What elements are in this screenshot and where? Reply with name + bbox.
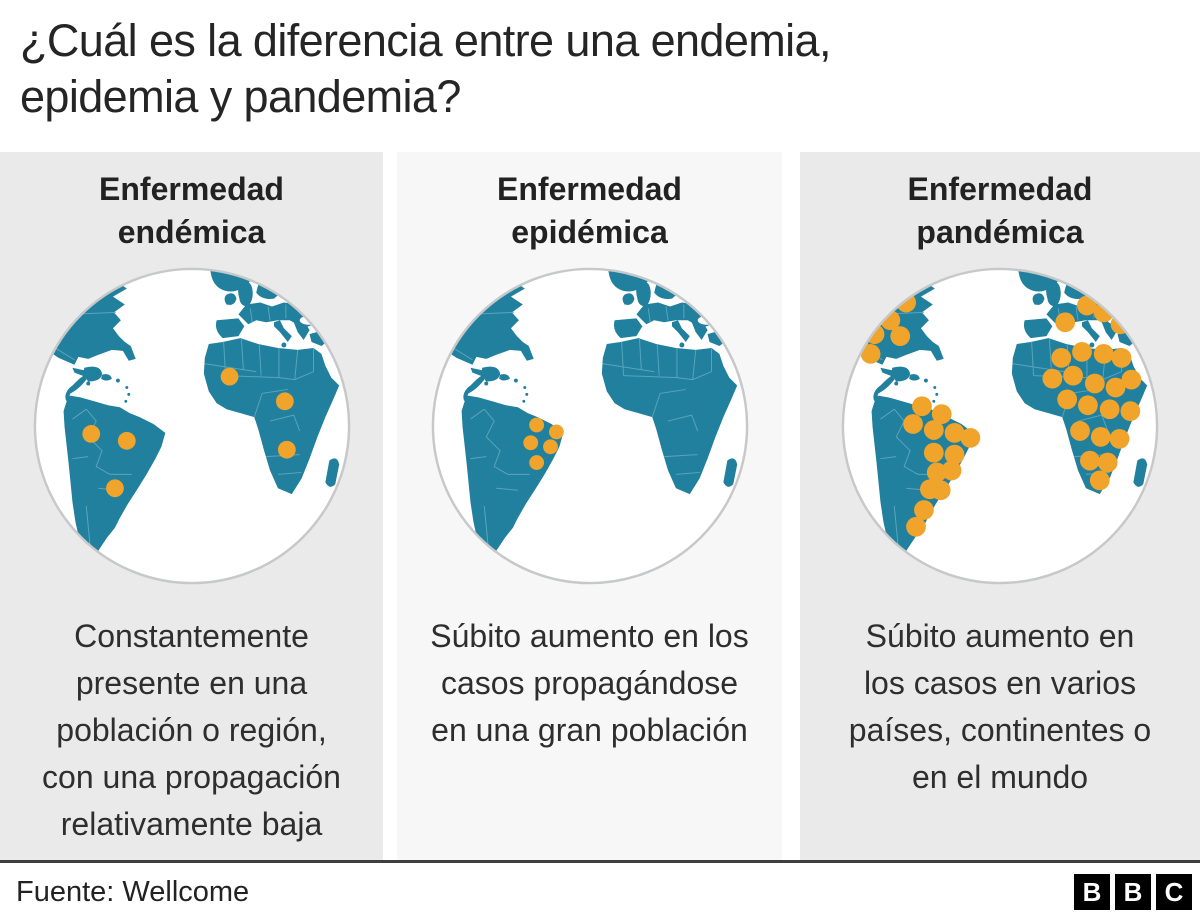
description-line: países, continentes o (848, 712, 1152, 748)
case-dot (890, 326, 911, 346)
case-dot (528, 417, 544, 433)
case-dot (1057, 389, 1078, 410)
heading-line: Enfermedad (99, 171, 284, 207)
case-dots-group (81, 367, 296, 498)
case-dot (1063, 365, 1083, 386)
case-dot (117, 431, 136, 450)
case-dot (105, 479, 124, 498)
case-dot (1105, 377, 1126, 398)
case-dot (1111, 347, 1132, 368)
case-dot (548, 424, 564, 440)
case-dot (1099, 399, 1120, 420)
case-dot (960, 427, 981, 448)
case-dot (1093, 302, 1114, 323)
description-line: Constantemente (74, 618, 309, 654)
case-dot (1078, 395, 1098, 416)
description-line: relativamente baja (60, 806, 323, 842)
heading-line: endémica (117, 214, 266, 250)
panel-endemic-heading: Enfermedad endémica (0, 168, 383, 254)
case-dot (1089, 470, 1110, 491)
case-dot (854, 306, 875, 327)
case-dot (923, 420, 944, 440)
case-dot (906, 270, 926, 291)
case-dot (1055, 312, 1076, 333)
heading-line: Enfermedad (907, 171, 1093, 207)
description-line: Súbito aumento en los (430, 618, 749, 654)
case-dot (914, 500, 934, 520)
case-dot (884, 276, 905, 297)
case-dot (903, 414, 923, 434)
globe-endemic (29, 263, 355, 589)
divider-line (0, 860, 1200, 863)
page-title: ¿Cuál es la diferencia entre una endemia… (0, 0, 1200, 125)
case-dot (1097, 452, 1118, 473)
globe-epidemic (427, 263, 753, 589)
description-line: en el mundo (911, 759, 1089, 795)
description-line: los casos en varios (863, 665, 1137, 701)
case-dot (528, 455, 544, 470)
panel-epidemic-description: Súbito aumento en los casos propagándose e… (397, 613, 782, 754)
heading-line: pandémica (916, 214, 1084, 250)
case-dot (923, 442, 944, 463)
description-line: población o región, (56, 712, 327, 748)
case-dot (1080, 450, 1100, 471)
case-dot (1090, 426, 1111, 447)
case-dot (944, 423, 965, 443)
case-dot (220, 367, 238, 386)
bbc-logo-block: B (1115, 874, 1151, 910)
panel-endemic: Enfermedad endémica Constantemente presen… (0, 152, 383, 860)
case-dot (872, 294, 893, 315)
case-dot (944, 444, 965, 465)
case-dot (1093, 344, 1114, 364)
case-dot (931, 404, 952, 425)
case-dot (926, 462, 947, 483)
source-text: Fuente: Wellcome (16, 875, 250, 908)
case-dot (542, 439, 558, 455)
description-line: casos propagándose (440, 665, 739, 701)
case-dot (1042, 368, 1063, 389)
case-dots-group (522, 417, 564, 470)
case-dot (912, 396, 932, 417)
globe-ring (33, 267, 350, 585)
case-dot (906, 516, 926, 537)
case-dot (81, 425, 100, 443)
bbc-logo-block: C (1156, 874, 1192, 910)
panel-pandemic-description: Súbito aumento en los casos en varios país… (800, 613, 1200, 801)
case-dot (1121, 369, 1142, 390)
heading-line: Enfermedad (497, 171, 682, 207)
description-line: presente en una (75, 665, 308, 701)
title-line: epidemia y pandemia? (20, 71, 461, 122)
globe-ring (431, 267, 748, 585)
panel-pandemic: Enfermedad pandémica Súbito aumento en lo… (800, 152, 1200, 860)
case-dot (1070, 421, 1090, 441)
case-dot (1072, 342, 1092, 362)
panel-pandemic-heading: Enfermedad pandémica (800, 168, 1200, 254)
globe-ring (841, 267, 1159, 585)
description-line: en una gran población (431, 712, 748, 748)
case-dot (1077, 295, 1097, 316)
case-dot (1084, 373, 1105, 394)
panel-endemic-description: Constantemente presente en una población o… (0, 613, 383, 848)
case-dot (1051, 347, 1072, 368)
description-line: con una propagación (42, 759, 341, 795)
description-line: Súbito aumento en (865, 618, 1135, 654)
case-dot (1120, 401, 1141, 422)
case-dot (1109, 428, 1130, 449)
case-dot (860, 344, 881, 364)
panel-epidemic-heading: Enfermedad epidémica (397, 168, 782, 254)
case-dot (930, 480, 951, 501)
case-dot (277, 440, 296, 459)
case-dot (275, 392, 294, 411)
heading-line: epidémica (511, 214, 668, 250)
bbc-logo-block: B (1074, 874, 1110, 910)
panel-epidemic: Enfermedad epidémica Súbito aumento en l… (397, 152, 782, 860)
title-line: ¿Cuál es la diferencia entre una endemia… (20, 15, 831, 66)
globe-pandemic (837, 263, 1163, 589)
case-dot (941, 460, 962, 481)
panels-row: Enfermedad endémica Constantemente presen… (0, 152, 1200, 860)
case-dot (522, 435, 538, 451)
